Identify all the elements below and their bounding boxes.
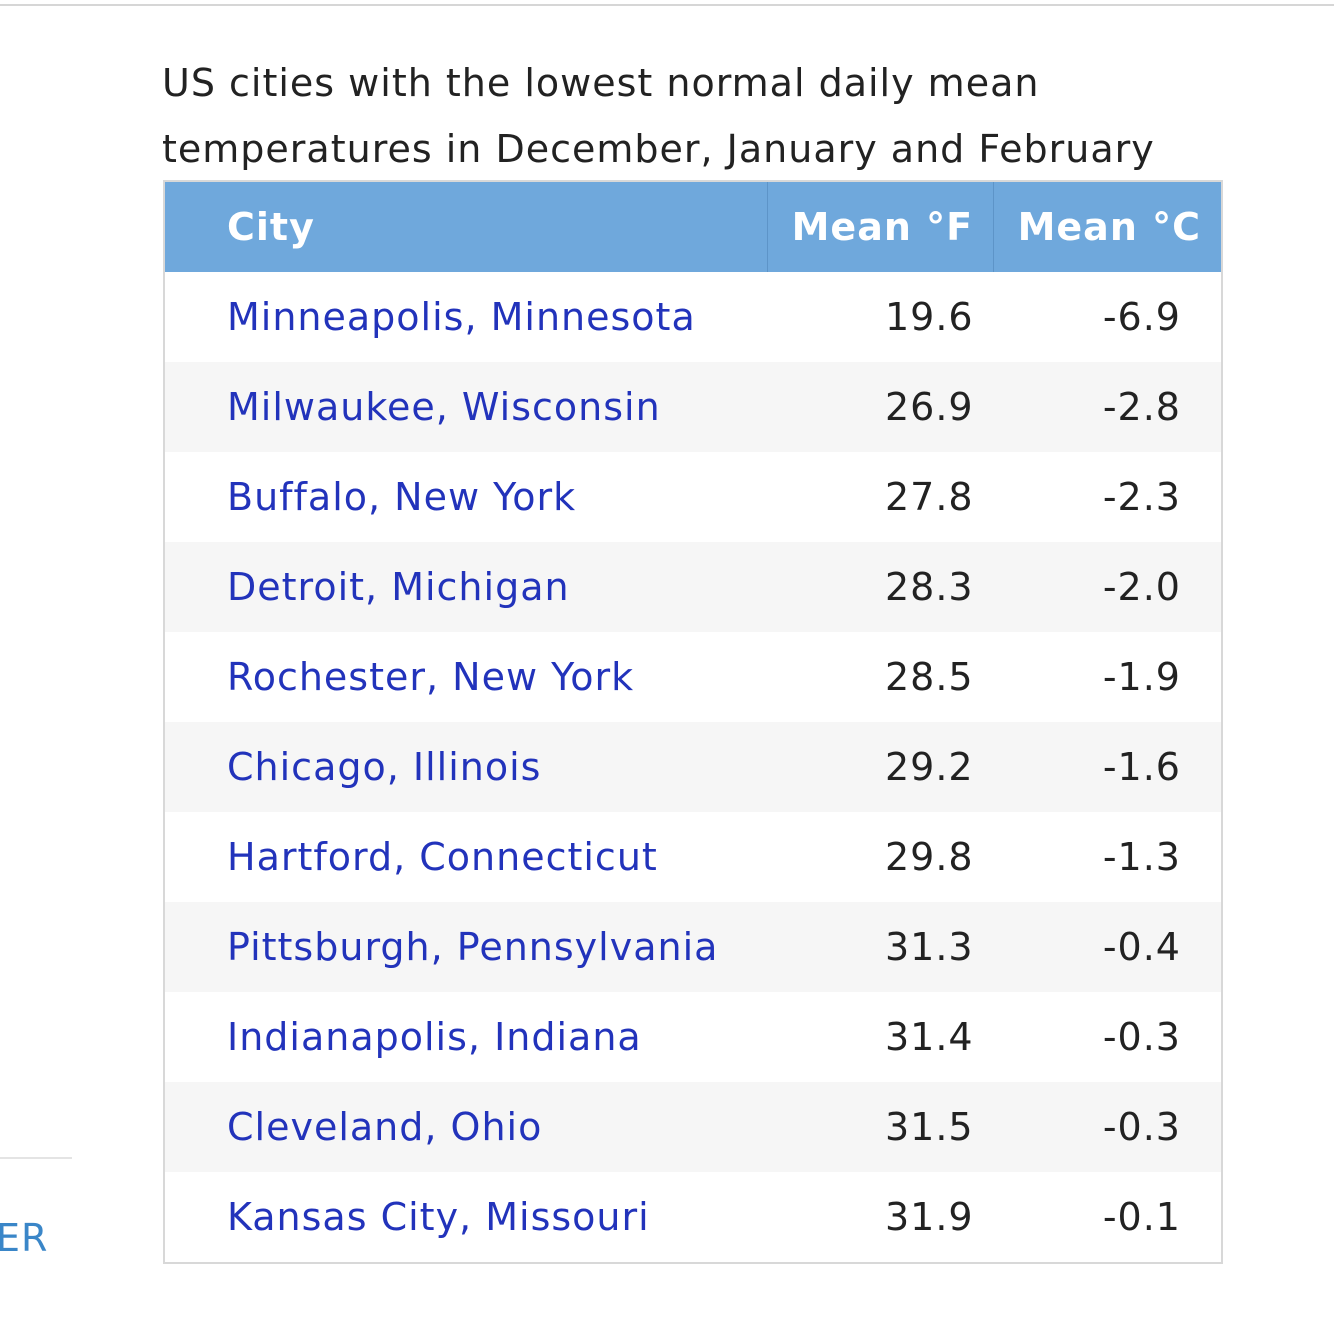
city-link[interactable]: Kansas City, Missouri	[227, 1195, 650, 1239]
table-row: Pittsburgh, Pennsylvania 31.3 -0.4	[164, 902, 1222, 992]
city-link[interactable]: Pittsburgh, Pennsylvania	[164, 902, 768, 992]
temperature-cell: -0.4	[993, 902, 1222, 992]
temperature-cell: 31.5	[767, 1082, 994, 1172]
column-header[interactable]: Mean °F	[767, 181, 995, 272]
temperature-cell: 31.9	[884, 1195, 974, 1239]
temperature-cell: -0.1	[1102, 1195, 1181, 1239]
city-link[interactable]: Cleveland, Ohio	[164, 1082, 768, 1172]
temperature-cell: -2.8	[993, 362, 1222, 452]
temperature-cell: -2.3	[1102, 475, 1181, 519]
temperature-cell: 29.2	[767, 722, 994, 812]
temperature-cell: -0.3	[1102, 1015, 1181, 1059]
table-row: Detroit, Michigan 28.3 -2.0	[164, 542, 1222, 632]
table-caption: US cities with the lowest normal daily m…	[162, 61, 1155, 171]
table-row: Hartford, Connecticut 29.8 -1.3	[164, 812, 1222, 902]
temperature-cell: 19.6	[884, 295, 974, 339]
city-link[interactable]: Hartford, Connecticut	[227, 835, 658, 879]
temperature-cell: -1.6	[993, 722, 1222, 812]
temperature-cell: 28.5	[884, 655, 974, 699]
temperature-cell: -0.3	[993, 1082, 1222, 1172]
table-row: Kansas City, Missouri 31.9 -0.1	[164, 1172, 1222, 1263]
table-row: Indianapolis, Indiana 31.4 -0.3	[164, 992, 1222, 1082]
temperature-cell: 27.8	[884, 475, 974, 519]
city-link[interactable]: Buffalo, New York	[227, 475, 577, 519]
city-link[interactable]: Chicago, Illinois	[164, 722, 768, 812]
city-link[interactable]: Indianapolis, Indiana	[227, 1015, 642, 1059]
city-link[interactable]: Rochester, New York	[227, 655, 635, 699]
header-row: City Mean °F Mean °C	[164, 181, 1222, 272]
city-link[interactable]: Milwaukee, Wisconsin	[164, 362, 768, 452]
temperature-cell: 26.9	[767, 362, 994, 452]
city-link[interactable]: Minneapolis, Minnesota	[227, 295, 696, 339]
temperature-cell: 29.8	[884, 835, 974, 879]
divider	[0, 4, 1334, 6]
table-body: Minneapolis, Minnesota 19.6 -6.9 Milwaukee,…	[164, 272, 1222, 1263]
table-row: Minneapolis, Minnesota 19.6 -6.9	[164, 272, 1222, 362]
table-row: Chicago, Illinois 29.2 -1.6	[164, 722, 1222, 812]
temperature-cell: 31.4	[884, 1015, 974, 1059]
column-header[interactable]: Mean °C	[993, 181, 1222, 272]
side-link[interactable]: ER	[0, 1216, 49, 1260]
temperature-cell: 28.3	[767, 542, 994, 632]
column-header[interactable]: City	[164, 181, 769, 272]
data-table: City Mean °F Mean °C Minneapolis, Minnesot…	[163, 180, 1223, 1264]
table-row: Cleveland, Ohio 31.5 -0.3	[164, 1082, 1222, 1172]
temperature-cell: 31.3	[767, 902, 994, 992]
temperature-cell: -1.3	[1102, 835, 1181, 879]
temperature-cell: -6.9	[1102, 295, 1181, 339]
table-row: Buffalo, New York 27.8 -2.3	[164, 452, 1222, 542]
table-row: Milwaukee, Wisconsin 26.9 -2.8	[164, 362, 1222, 452]
temperature-cell: -1.9	[1102, 655, 1181, 699]
temperature-cell: -2.0	[993, 542, 1222, 632]
city-link[interactable]: Detroit, Michigan	[164, 542, 768, 632]
divider	[0, 1157, 72, 1159]
table-row: Rochester, New York 28.5 -1.9	[164, 632, 1222, 722]
